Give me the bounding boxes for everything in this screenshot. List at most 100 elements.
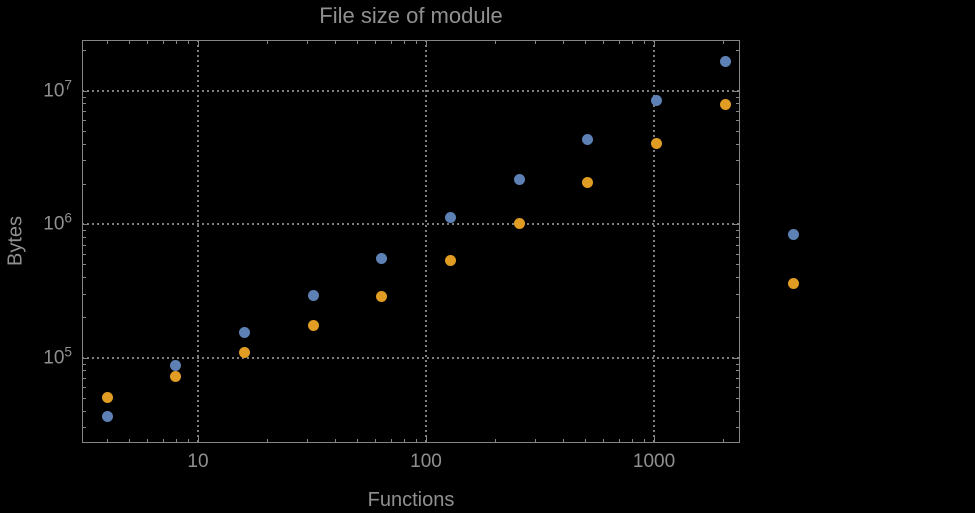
x-tick-mark (357, 439, 358, 442)
y-tick-mark (83, 245, 86, 246)
data-point-series-orange (239, 347, 251, 359)
y-tick-label: 106 (43, 210, 72, 235)
y-tick-mark (733, 224, 739, 225)
y-tick-mark (736, 103, 739, 104)
x-tick-mark (619, 439, 620, 442)
x-tick-mark (723, 439, 724, 442)
x-tick-mark (357, 41, 358, 44)
y-tick-mark (733, 358, 739, 359)
y-tick-mark (736, 120, 739, 121)
data-point-series-orange (788, 277, 800, 289)
y-tick-mark (736, 184, 739, 185)
y-tick-mark (83, 131, 86, 132)
x-tick-mark (147, 41, 148, 44)
x-tick-mark (535, 439, 536, 442)
data-point-series-blue (239, 327, 251, 339)
y-tick-mark (83, 387, 86, 388)
data-point-series-orange (101, 391, 113, 403)
y-tick-mark (736, 131, 739, 132)
x-tick-mark (644, 439, 645, 442)
y-tick-exponent: 6 (64, 210, 72, 226)
y-tick-mark (736, 411, 739, 412)
y-tick-mark (736, 245, 739, 246)
x-tick-label: 1000 (632, 451, 676, 472)
x-tick-mark (603, 41, 604, 44)
data-point-series-orange (719, 98, 731, 110)
y-tick-mark (736, 387, 739, 388)
x-tick-mark (198, 41, 199, 47)
y-tick-mark (736, 237, 739, 238)
y-tick-mark (736, 378, 739, 379)
data-point-series-orange (170, 371, 182, 383)
data-point-series-blue (719, 55, 731, 67)
y-tick-label: 105 (43, 343, 72, 369)
data-point-series-blue (444, 211, 456, 223)
x-tick-mark (198, 436, 199, 442)
x-tick-mark (426, 436, 427, 442)
x-tick-mark (654, 436, 655, 442)
y-tick-mark (83, 264, 86, 265)
y-tick-mark (736, 398, 739, 399)
x-tick-mark (426, 41, 427, 47)
y-tick-mark (83, 160, 86, 161)
y-tick-mark (736, 50, 739, 51)
y-tick-label: 107 (43, 76, 72, 102)
y-tick-mark (83, 184, 86, 185)
x-tick-mark (603, 439, 604, 442)
plot-frame (82, 40, 740, 443)
y-tick-mark (736, 317, 739, 318)
x-tick-mark (129, 439, 130, 442)
grid-line-horizontal (82, 356, 740, 359)
x-tick-mark (267, 41, 268, 44)
y-tick-mark (736, 144, 739, 145)
x-tick-mark (404, 41, 405, 44)
y-tick-mark (83, 427, 86, 428)
y-tick-mark (736, 230, 739, 231)
data-point-series-orange (307, 320, 319, 332)
y-tick-mark (736, 97, 739, 98)
x-tick-mark (335, 41, 336, 44)
y-tick-mark (83, 50, 86, 51)
data-point-series-blue (513, 173, 525, 185)
x-tick-mark (391, 439, 392, 442)
x-tick-mark (723, 41, 724, 44)
grid-line-vertical (425, 40, 427, 443)
x-tick-mark (307, 439, 308, 442)
y-tick-exponent: 7 (64, 76, 72, 92)
data-point-series-blue (376, 252, 388, 264)
x-tick-mark (335, 439, 336, 442)
x-tick-mark (307, 41, 308, 44)
y-tick-mark (83, 111, 86, 112)
y-tick-mark (736, 111, 739, 112)
y-tick-mark (83, 411, 86, 412)
x-tick-mark (176, 41, 177, 44)
x-tick-mark (404, 439, 405, 442)
x-tick-mark (535, 41, 536, 44)
y-tick-mark (83, 91, 89, 92)
data-point-series-blue (650, 95, 662, 107)
x-tick-mark (563, 41, 564, 44)
y-tick-mark (733, 91, 739, 92)
x-tick-mark (416, 439, 417, 442)
y-axis-label: Bytes (4, 215, 27, 267)
y-tick-mark (83, 398, 86, 399)
y-tick-mark (736, 294, 739, 295)
y-tick-mark (83, 364, 86, 365)
y-tick-mark (83, 103, 86, 104)
data-point-series-orange (513, 217, 525, 229)
x-tick-mark (107, 41, 108, 44)
y-tick-mark (83, 378, 86, 379)
y-tick-mark (736, 277, 739, 278)
x-tick-mark (188, 439, 189, 442)
y-tick-mark (736, 254, 739, 255)
data-point-series-orange (444, 254, 456, 266)
chart-title: File size of module (319, 3, 503, 28)
y-tick-mark (83, 120, 86, 121)
x-tick-mark (619, 41, 620, 44)
data-point-series-blue (170, 360, 182, 372)
y-tick-mark (83, 254, 86, 255)
x-tick-mark (585, 41, 586, 44)
y-tick-mark (736, 264, 739, 265)
data-point-series-orange (650, 138, 662, 150)
